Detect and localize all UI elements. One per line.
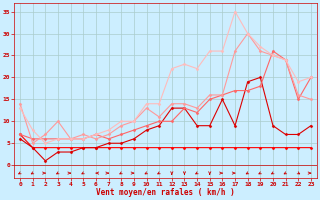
X-axis label: Vent moyen/en rafales ( km/h ): Vent moyen/en rafales ( km/h )	[96, 188, 235, 197]
